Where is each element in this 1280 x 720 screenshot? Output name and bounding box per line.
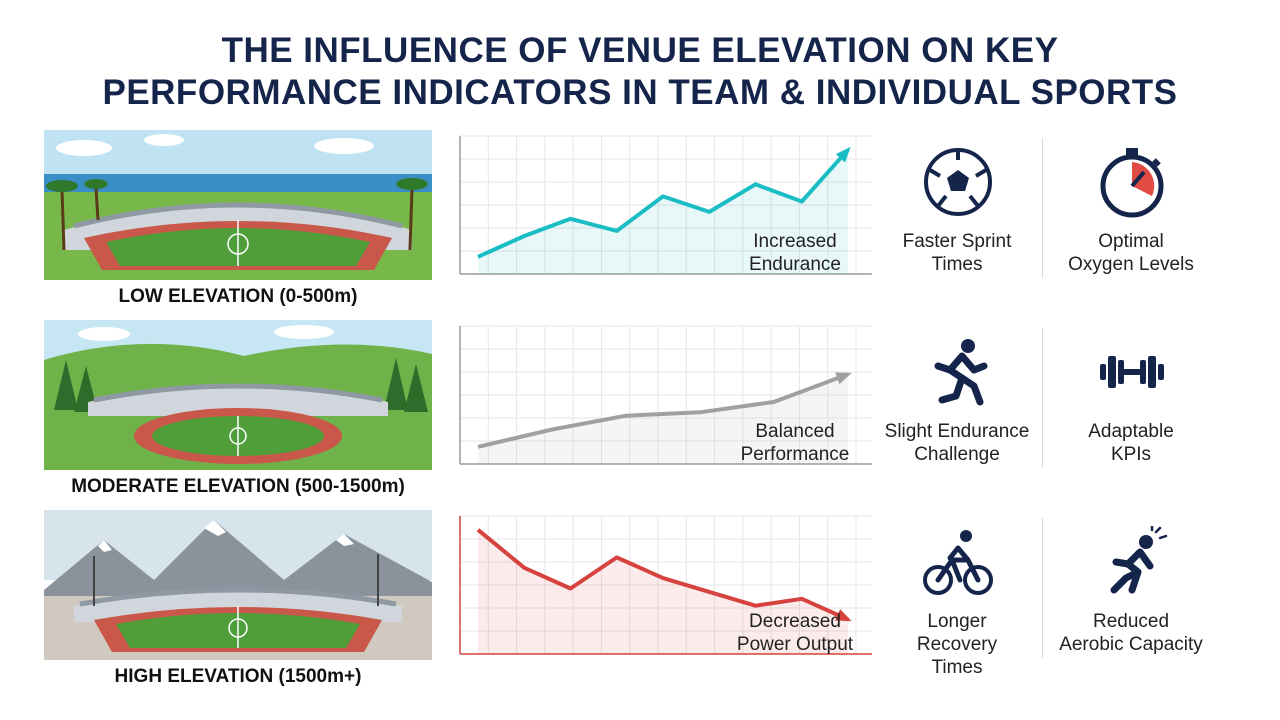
kpi-card: Longer Recovery Times [872, 508, 1042, 678]
chart-annotation-line-1: Decreased [749, 611, 841, 632]
zone-low: LOW ELEVATION (0-500m) Increased Enduran… [0, 128, 1280, 318]
kpi-label: Optimal Oxygen Levels [1046, 230, 1216, 276]
kpi-label-line-1: Slight Endurance [884, 421, 1030, 442]
kpi-label: Faster Sprint Times [872, 230, 1042, 276]
kpi-label-line-2: Aerobic Capacity [1059, 634, 1203, 655]
kpi-card: Optimal Oxygen Levels [1046, 128, 1216, 298]
chart-annotation-line-2: Performance [740, 444, 850, 465]
chart-annotation: Balanced Performance [720, 420, 870, 466]
kpi-label-line-3: Times [931, 657, 983, 678]
kpi-label-line-1: Longer [927, 611, 987, 632]
chart-annotation-line-1: Balanced [755, 421, 835, 442]
kpi-label-line-1: Faster Sprint [902, 231, 1012, 252]
zone-label: HIGH ELEVATION (1500m+) [114, 666, 362, 687]
runner-icon [922, 336, 994, 408]
divider [1042, 518, 1043, 658]
zone-label: MODERATE ELEVATION (500-1500m) [71, 476, 405, 497]
divider [1042, 138, 1043, 278]
kpi-label-line-2: Recovery [916, 634, 998, 655]
kpi-card: Reduced Aerobic Capacity [1046, 508, 1216, 678]
soccer-ball-icon [922, 146, 994, 218]
dumbbell-icon [1096, 336, 1168, 408]
chart-annotation: Increased Endurance [720, 230, 870, 276]
zone-moderate: MODERATE ELEVATION (500-1500m) Balanced … [0, 318, 1280, 508]
kpi-card: Slight Endurance Challenge [872, 318, 1042, 488]
kpi-label-line-1: Optimal [1098, 231, 1164, 252]
trend-arrowhead [835, 372, 852, 385]
kpi-label-line-2: KPIs [1110, 444, 1152, 465]
title-line-1: THE INFLUENCE OF VENUE ELEVATION ON KEY [221, 31, 1059, 70]
trend-area [478, 529, 848, 654]
trend-arrowhead [835, 146, 851, 163]
kpi-label: Adaptable KPIs [1046, 420, 1216, 466]
chart-annotation-line-2: Power Output [736, 634, 854, 655]
kpi-card: Adaptable KPIs [1046, 318, 1216, 488]
fatigued-runner-icon [1096, 526, 1168, 598]
trend-line [477, 372, 849, 449]
coastal-stadium-illustration [44, 130, 432, 280]
kpi-label: Reduced Aerobic Capacity [1046, 610, 1216, 656]
trend-line [477, 148, 850, 259]
kpi-label-line-2: Challenge [914, 444, 1000, 465]
chart-annotation-line-1: Increased [753, 231, 837, 252]
kpi-label-line-2: Oxygen Levels [1068, 254, 1194, 275]
stopwatch-icon [1096, 146, 1168, 218]
cyclist-icon [922, 526, 994, 598]
title-line-2: PERFORMANCE INDICATORS IN TEAM & INDIVID… [102, 73, 1178, 112]
trend-area [478, 374, 848, 464]
trend-chart [456, 322, 876, 472]
zone-high: HIGH ELEVATION (1500m+) Decreased Power … [0, 508, 1280, 698]
chart-annotation-line-2: Endurance [749, 254, 841, 275]
forest-stadium-illustration [44, 320, 432, 470]
trend-line [476, 528, 849, 622]
trend-chart [456, 132, 876, 282]
divider [1042, 328, 1043, 468]
kpi-label: Longer Recovery Times [872, 610, 1042, 679]
chart-annotation: Decreased Power Output [720, 610, 870, 656]
page-title: THE INFLUENCE OF VENUE ELEVATION ON KEY … [0, 30, 1280, 114]
trend-arrowhead [835, 609, 852, 622]
kpi-label: Slight Endurance Challenge [872, 420, 1042, 466]
kpi-label-line-1: Adaptable [1088, 421, 1174, 442]
kpi-card: Faster Sprint Times [872, 128, 1042, 298]
kpi-label-line-2: Times [931, 254, 983, 275]
trend-chart [456, 512, 876, 662]
kpi-label-line-1: Reduced [1092, 611, 1170, 632]
mountain-stadium-illustration [44, 510, 432, 660]
zone-label: LOW ELEVATION (0-500m) [118, 286, 358, 307]
trend-area [478, 149, 848, 274]
